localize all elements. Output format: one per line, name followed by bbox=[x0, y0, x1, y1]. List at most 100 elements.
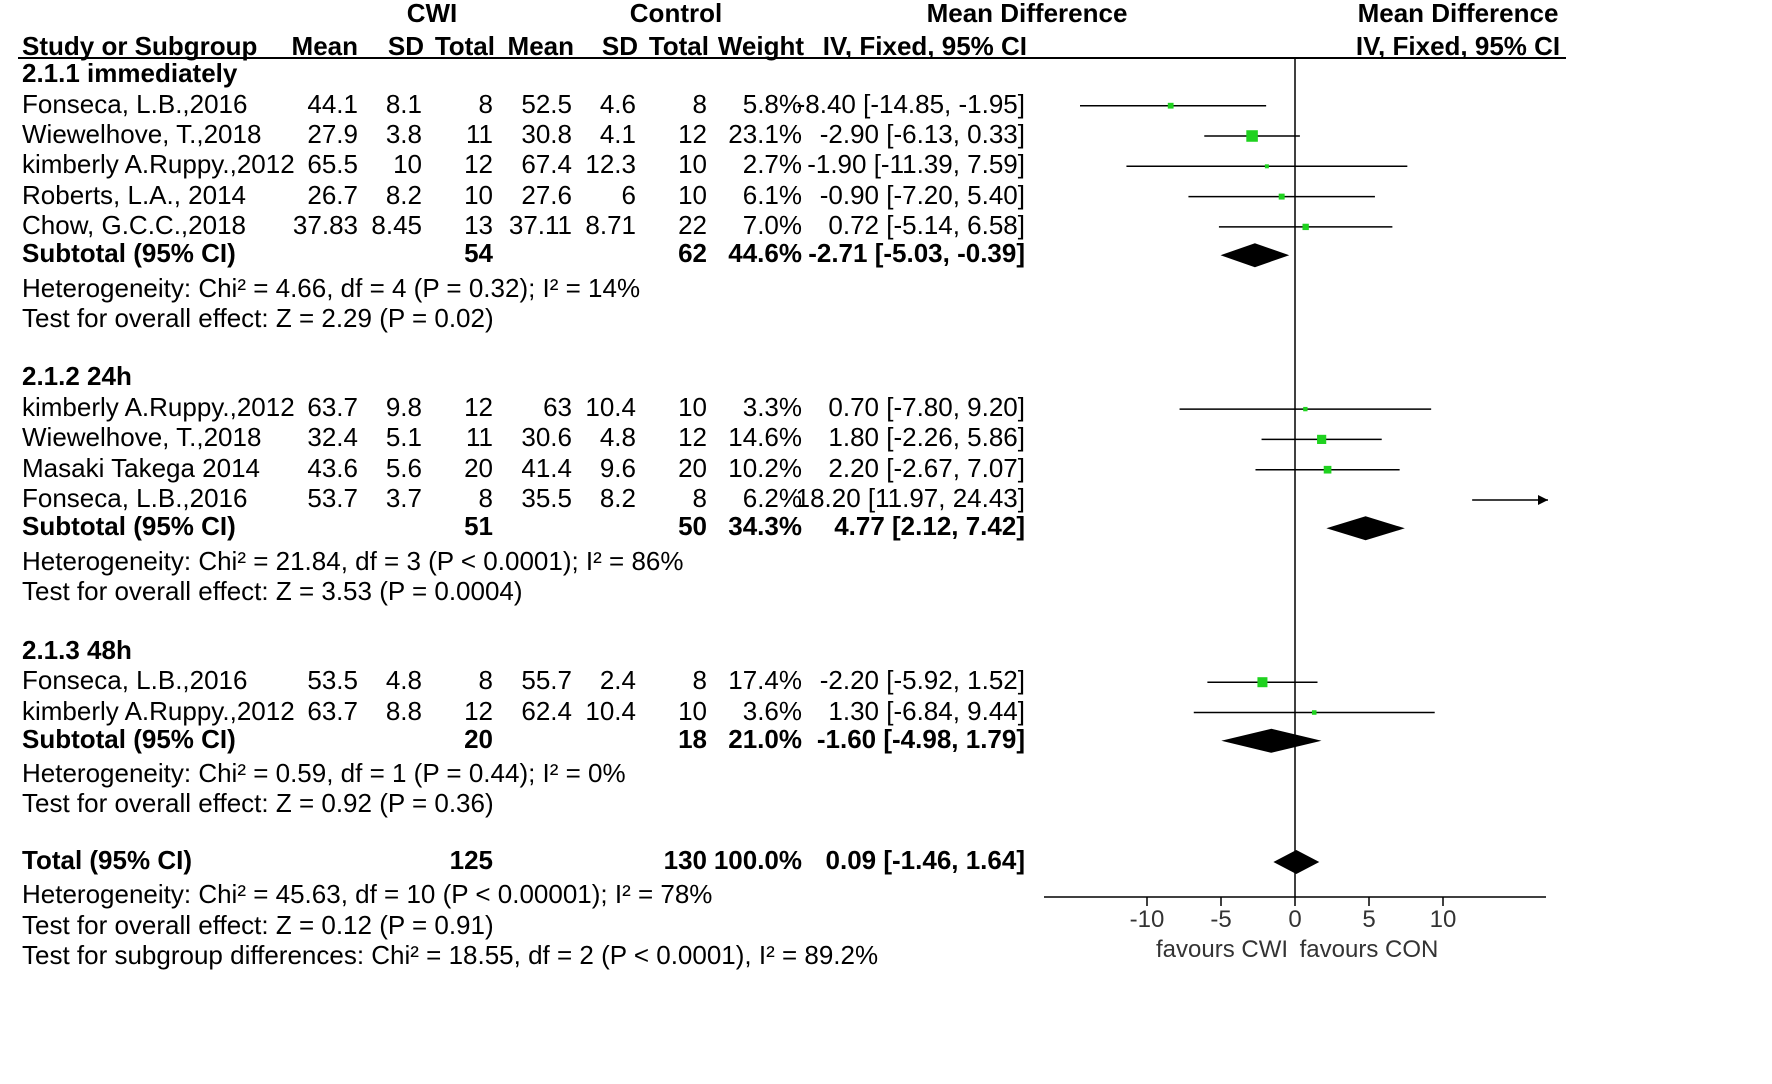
cwi-sd: 8.1 bbox=[385, 88, 422, 119]
study-name: Fonseca, L.B.,2016 bbox=[22, 665, 248, 696]
study-ci: 1.30 [-6.84, 9.44] bbox=[828, 695, 1025, 726]
cwi-sd: 8.2 bbox=[385, 179, 422, 210]
study-weight: 10.2% bbox=[728, 452, 802, 483]
heterogeneity-text: Heterogeneity: Chi² = 4.66, df = 4 (P = … bbox=[22, 272, 641, 303]
study-ci: 0.70 [-7.80, 9.20] bbox=[828, 392, 1025, 423]
control-mean: 41.4 bbox=[521, 452, 572, 483]
cwi-mean: 26.7 bbox=[307, 179, 358, 210]
subtotal-cwi-total: 51 bbox=[464, 511, 493, 542]
subtotal-label: Subtotal (95% CI) bbox=[22, 511, 236, 542]
overall-effect-text: Test for overall effect: Z = 2.29 (P = 0… bbox=[22, 302, 494, 333]
subgroup-title: 2.1.1 immediately bbox=[22, 58, 238, 88]
control-total: 8 bbox=[692, 665, 707, 696]
header-ctl-sd: SD bbox=[601, 31, 638, 61]
control-total: 20 bbox=[678, 452, 707, 483]
study-name: Fonseca, L.B.,2016 bbox=[22, 483, 248, 513]
cwi-total: 11 bbox=[466, 119, 493, 149]
subtotal-control-total: 62 bbox=[678, 238, 707, 269]
study-square bbox=[1167, 102, 1174, 109]
study-weight: 23.1% bbox=[728, 119, 802, 149]
subgroup-differences-text: Test for subgroup differences: Chi² = 18… bbox=[22, 939, 879, 970]
cwi-sd: 4.8 bbox=[385, 665, 422, 696]
x-tick-label: 10 bbox=[1429, 906, 1457, 933]
subtotal-ci: -1.60 [-4.98, 1.79] bbox=[816, 723, 1025, 754]
subtotal-weight: 44.6% bbox=[728, 238, 802, 269]
subtotal-weight: 34.3% bbox=[728, 511, 802, 542]
control-sd: 12.3 bbox=[585, 149, 636, 180]
subgroup-title: 2.1.3 48h bbox=[22, 634, 132, 665]
control-sd: 10.4 bbox=[585, 392, 636, 423]
study-ci: -2.20 [-5.92, 1.52] bbox=[819, 665, 1025, 696]
cwi-mean: 27.9 bbox=[307, 119, 358, 149]
study-square bbox=[1257, 677, 1268, 688]
cwi-sd: 5.6 bbox=[385, 452, 422, 483]
control-sd: 8.71 bbox=[585, 209, 636, 240]
pooled-diamond bbox=[1273, 850, 1320, 874]
cwi-mean: 53.5 bbox=[307, 665, 358, 696]
control-total: 10 bbox=[678, 149, 707, 180]
header-cwi: CWI bbox=[406, 0, 458, 28]
subtotal-cwi-total: 20 bbox=[464, 723, 493, 754]
study-ci: 1.80 [-2.26, 5.86] bbox=[828, 422, 1025, 453]
cwi-mean: 63.7 bbox=[307, 695, 358, 726]
study-square bbox=[1317, 434, 1327, 444]
control-mean: 67.4 bbox=[521, 149, 572, 180]
total-label: Total (95% CI) bbox=[22, 845, 192, 875]
header-cwi-total: Total bbox=[434, 31, 495, 61]
control-total: 22 bbox=[678, 209, 707, 240]
header-cwi-mean: Mean bbox=[291, 31, 358, 61]
cwi-sd: 3.7 bbox=[385, 483, 422, 513]
control-sd: 2.4 bbox=[599, 665, 636, 696]
total-cwi-total: 125 bbox=[449, 845, 493, 875]
control-sd: 9.6 bbox=[599, 452, 636, 483]
study-square bbox=[1302, 223, 1309, 231]
cwi-total: 10 bbox=[464, 179, 493, 210]
study-ci: -0.90 [-7.20, 5.40] bbox=[819, 179, 1025, 210]
control-sd: 8.2 bbox=[599, 483, 636, 513]
control-total: 10 bbox=[678, 392, 707, 423]
x-tick-label: 5 bbox=[1362, 906, 1376, 933]
header-plot-mean-difference: Mean Difference bbox=[1357, 0, 1559, 28]
header-cwi-sd: SD bbox=[387, 31, 424, 61]
study-square bbox=[1246, 130, 1258, 142]
study-weight: 2.7% bbox=[742, 149, 802, 180]
cwi-mean: 44.1 bbox=[307, 88, 358, 119]
study-ci: 2.20 [-2.67, 7.07] bbox=[828, 452, 1025, 483]
total-weight: 100.0% bbox=[713, 845, 802, 875]
cwi-mean: 65.5 bbox=[307, 149, 358, 180]
cwi-total: 8 bbox=[478, 483, 493, 513]
control-mean: 27.6 bbox=[521, 179, 572, 210]
study-name: kimberly A.Ruppy.,2012 bbox=[22, 695, 295, 726]
control-mean: 55.7 bbox=[521, 665, 572, 696]
control-mean: 35.5 bbox=[521, 483, 572, 513]
cwi-mean: 43.6 bbox=[307, 452, 358, 483]
cwi-sd: 9.8 bbox=[385, 392, 422, 423]
subtotal-ci: -2.71 [-5.03, -0.39] bbox=[808, 238, 1025, 269]
cwi-mean: 53.7 bbox=[307, 483, 358, 513]
heterogeneity-text: Heterogeneity: Chi² = 21.84, df = 3 (P <… bbox=[22, 545, 684, 576]
study-name: Wiewelhove, T.,2018 bbox=[22, 422, 262, 453]
study-square bbox=[1264, 164, 1269, 169]
x-tick-label: 0 bbox=[1288, 906, 1302, 933]
cwi-sd: 3.8 bbox=[385, 119, 422, 149]
pooled-diamond bbox=[1326, 516, 1405, 541]
header-mean-difference: Mean Difference bbox=[926, 0, 1128, 28]
subtotal-weight: 21.0% bbox=[728, 723, 802, 754]
total-ci: 0.09 [-1.46, 1.64] bbox=[825, 845, 1025, 875]
header-plot-method: IV, Fixed, 95% CI bbox=[1355, 31, 1561, 61]
cwi-sd: 8.45 bbox=[371, 209, 422, 240]
heterogeneity-text: Heterogeneity: Chi² = 0.59, df = 1 (P = … bbox=[22, 758, 626, 789]
control-sd: 10.4 bbox=[585, 695, 636, 726]
ci-arrow-right bbox=[1538, 495, 1548, 505]
subtotal-ci: 4.77 [2.12, 7.42] bbox=[834, 511, 1025, 542]
study-square bbox=[1278, 193, 1285, 200]
study-ci: -2.90 [-6.13, 0.33] bbox=[819, 119, 1025, 149]
control-sd: 4.6 bbox=[599, 88, 636, 119]
control-mean: 62.4 bbox=[521, 695, 572, 726]
control-mean: 52.5 bbox=[521, 88, 572, 119]
overall-effect-text: Test for overall effect: Z = 0.92 (P = 0… bbox=[22, 788, 494, 819]
study-weight: 17.4% bbox=[728, 665, 802, 696]
cwi-total: 13 bbox=[464, 209, 493, 240]
study-name: Fonseca, L.B.,2016 bbox=[22, 88, 248, 119]
study-weight: 6.1% bbox=[742, 179, 802, 210]
